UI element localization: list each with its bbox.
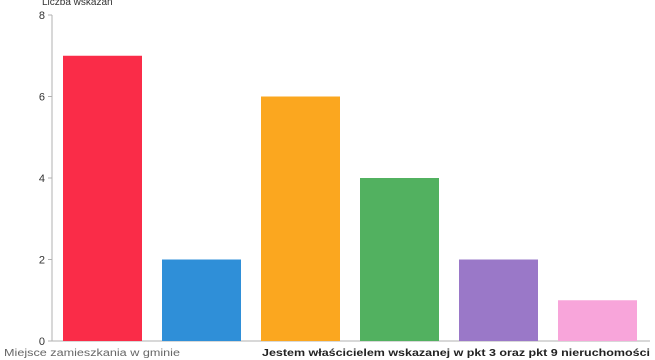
category-label: Jestem właścicielem wskazanej w pkt 3 or… xyxy=(262,348,650,359)
category-label: Miejsce zamieszkania w gminie xyxy=(4,348,181,359)
y-tick-label: 8 xyxy=(39,10,45,22)
bar-6 xyxy=(558,300,637,341)
bar-3 xyxy=(261,96,340,341)
y-tick-label: 6 xyxy=(39,92,45,104)
bar-5 xyxy=(459,259,538,341)
axes: 0 2 4 6 8 xyxy=(39,10,650,348)
bar-4 xyxy=(360,178,439,341)
y-tick-label: 0 xyxy=(39,336,45,348)
bars xyxy=(63,55,637,341)
category-labels: Miejsce zamieszkania w gminie Jestem właś… xyxy=(4,348,650,359)
y-axis-label: Liczba wskazań xyxy=(42,0,113,8)
y-tick-label: 2 xyxy=(39,255,45,267)
bar-2 xyxy=(162,259,241,341)
y-tick-label: 4 xyxy=(39,173,45,185)
bar-1 xyxy=(63,55,142,341)
